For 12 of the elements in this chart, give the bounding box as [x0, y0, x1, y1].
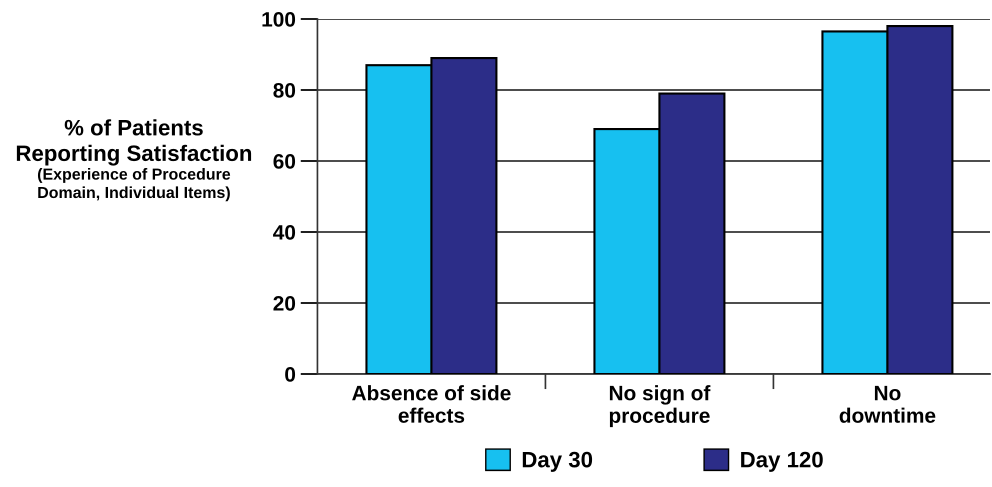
legend-label: Day 30	[522, 452, 592, 472]
y-tick-label: 40	[273, 225, 296, 240]
y-tick-label: 20	[273, 296, 296, 311]
x-tick-label: Absence of side effects	[352, 385, 511, 423]
y-axis-title: % of Patients Reporting Satisfaction (Experience of Procedure Domain, Individual Items)	[16, 119, 252, 202]
y-tick-label: 0	[285, 367, 296, 382]
x-tick-label: No sign of procedure	[610, 385, 710, 428]
legend-label: Day 120	[741, 452, 823, 472]
y-tick-label: 80	[273, 83, 296, 98]
y-tick-label: 100	[262, 12, 296, 27]
y-tick-label: 60	[274, 154, 296, 169]
x-tick-label: No downtime	[840, 386, 936, 423]
